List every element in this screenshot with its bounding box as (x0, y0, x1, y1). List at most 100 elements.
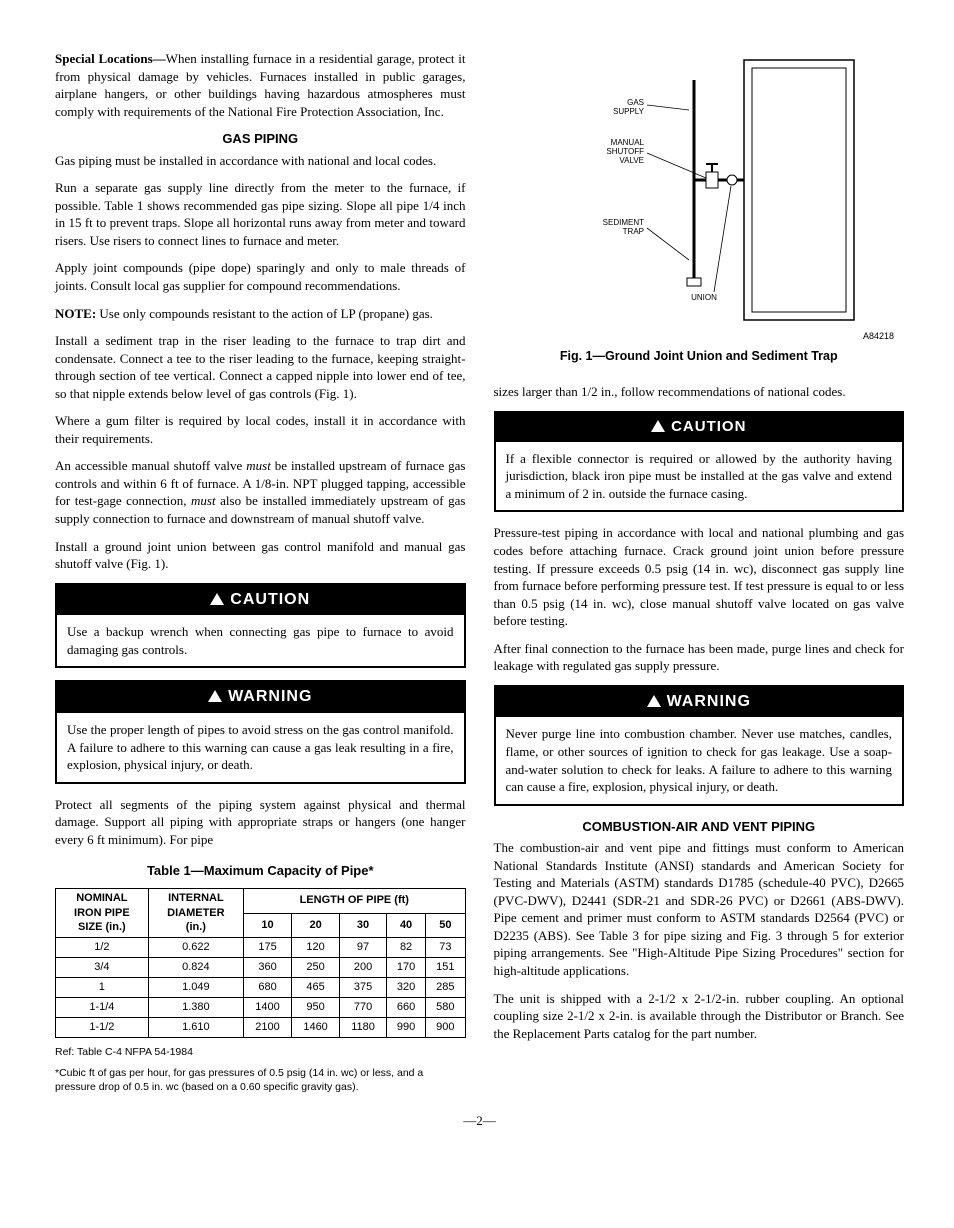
figure-1-caption: Fig. 1—Ground Joint Union and Sediment T… (494, 348, 905, 365)
th-length-span: LENGTH OF PIPE (ft) (244, 888, 465, 913)
warning-box-2: WARNING Never purge line into combustion… (494, 685, 905, 806)
table-cell: 285 (426, 978, 465, 998)
table-row: 11.049680465375320285 (56, 978, 466, 998)
th-len: 40 (386, 913, 425, 938)
table-cell: 1180 (340, 1017, 387, 1037)
table-cell: 375 (340, 978, 387, 998)
gas-p6: An accessible manual shutoff valve must … (55, 457, 466, 527)
table-cell: 1-1/4 (56, 997, 149, 1017)
table-cell: 250 (292, 958, 340, 978)
page-number: —2— (55, 1112, 904, 1130)
figure-1-svg: GASSUPPLY MANUALSHUTOFFVALVE SEDIMENTTRA… (534, 50, 864, 330)
table-row: 3/40.824360250200170151 (56, 958, 466, 978)
p6-must2: must (191, 493, 216, 508)
left-column: Special Locations—When installing furnac… (55, 50, 466, 1094)
fig-label-gas-supply: GASSUPPLY (613, 98, 645, 116)
warning-triangle-icon (208, 690, 222, 702)
special-locations-para: Special Locations—When installing furnac… (55, 50, 466, 120)
table-cell: 1400 (244, 997, 292, 1017)
table-cell: 120 (292, 938, 340, 958)
gas-p3: Apply joint compounds (pipe dope) sparin… (55, 259, 466, 294)
right-p5: The unit is shipped with a 2-1/2 x 2-1/2… (494, 990, 905, 1043)
table-cell: 1/2 (56, 938, 149, 958)
warning-triangle-icon (647, 695, 661, 707)
table-row: 1-1/41.3801400950770660580 (56, 997, 466, 1017)
warning-triangle-icon (210, 593, 224, 605)
figure-1-code: A84218 (494, 330, 905, 342)
table-cell: 1 (56, 978, 149, 998)
table-cell: 151 (426, 958, 465, 978)
table-1-footnote: *Cubic ft of gas per hour, for gas press… (55, 1067, 466, 1094)
table-row: 1-1/21.610210014601180990900 (56, 1017, 466, 1037)
table-cell: 3/4 (56, 958, 149, 978)
table-cell: 1460 (292, 1017, 340, 1037)
gas-note: NOTE: Use only compounds resistant to th… (55, 305, 466, 323)
caution-2-body: If a flexible connector is required or a… (496, 442, 903, 511)
caution-box-1: CAUTION Use a backup wrench when connect… (55, 583, 466, 669)
table-1-title: Table 1—Maximum Capacity of Pipe* (55, 862, 466, 880)
gas-p4: Install a sediment trap in the riser lea… (55, 332, 466, 402)
warning-1-body: Use the proper length of pipes to avoid … (57, 713, 464, 782)
table-cell: 950 (292, 997, 340, 1017)
special-heading: Special Locations— (55, 51, 166, 66)
caution-1-body: Use a backup wrench when connecting gas … (57, 615, 464, 666)
combustion-heading: COMBUSTION-AIR AND VENT PIPING (494, 818, 905, 836)
table-cell: 1.380 (148, 997, 243, 1017)
fig-label-union: UNION (691, 293, 717, 302)
table-row: NOMINAL IRON PIPE SIZE (in.) INTERNAL DI… (56, 888, 466, 913)
table-cell: 990 (386, 1017, 425, 1037)
table-cell: 175 (244, 938, 292, 958)
gas-p2: Run a separate gas supply line directly … (55, 179, 466, 249)
th-nominal: NOMINAL IRON PIPE SIZE (in.) (56, 888, 149, 938)
right-p3: After final connection to the furnace ha… (494, 640, 905, 675)
table-cell: 0.622 (148, 938, 243, 958)
right-p2: Pressure-test piping in accordance with … (494, 524, 905, 629)
p6-must1: must (246, 458, 271, 473)
th-internal: INTERNAL DIAMETER (in.) (148, 888, 243, 938)
table-cell: 1-1/2 (56, 1017, 149, 1037)
table-cell: 1.049 (148, 978, 243, 998)
gas-p5: Where a gum filter is required by local … (55, 412, 466, 447)
table-cell: 1.610 (148, 1017, 243, 1037)
th-len: 30 (340, 913, 387, 938)
th-len: 20 (292, 913, 340, 938)
right-p1: sizes larger than 1/2 in., follow recomm… (494, 383, 905, 401)
table-cell: 170 (386, 958, 425, 978)
th-len: 10 (244, 913, 292, 938)
caution-box-2: CAUTION If a flexible connector is requi… (494, 411, 905, 513)
table-cell: 320 (386, 978, 425, 998)
gas-p7: Install a ground joint union between gas… (55, 538, 466, 573)
table-cell: 97 (340, 938, 387, 958)
gas-piping-heading: GAS PIPING (55, 130, 466, 148)
note-text: Use only compounds resistant to the acti… (96, 306, 433, 321)
warning-triangle-icon (651, 420, 665, 432)
right-p4: The combustion-air and vent pipe and fit… (494, 839, 905, 979)
table-cell: 0.824 (148, 958, 243, 978)
note-label: NOTE: (55, 306, 96, 321)
gas-p8: Protect all segments of the piping syste… (55, 796, 466, 849)
gas-p1: Gas piping must be installed in accordan… (55, 152, 466, 170)
table-cell: 360 (244, 958, 292, 978)
warning-1-head: WARNING (57, 682, 464, 713)
th-len: 50 (426, 913, 465, 938)
table-cell: 200 (340, 958, 387, 978)
fig-label-manual: MANUALSHUTOFFVALVE (606, 138, 644, 165)
p6a: An accessible manual shutoff valve (55, 458, 246, 473)
figure-1: GASSUPPLY MANUALSHUTOFFVALVE SEDIMENTTRA… (494, 50, 905, 365)
caution-1-label: CAUTION (230, 591, 310, 608)
table-1: NOMINAL IRON PIPE SIZE (in.) INTERNAL DI… (55, 888, 466, 1038)
table-cell: 770 (340, 997, 387, 1017)
warning-2-head: WARNING (496, 687, 903, 718)
caution-2-head: CAUTION (496, 413, 903, 442)
table-cell: 2100 (244, 1017, 292, 1037)
table-row: 1/20.622175120978273 (56, 938, 466, 958)
fig-label-sediment: SEDIMENTTRAP (602, 218, 643, 236)
right-column: GASSUPPLY MANUALSHUTOFFVALVE SEDIMENTTRA… (494, 50, 905, 1094)
warning-1-label: WARNING (228, 688, 312, 705)
warning-box-1: WARNING Use the proper length of pipes t… (55, 680, 466, 783)
warning-2-body: Never purge line into combustion chamber… (496, 717, 903, 803)
table-cell: 73 (426, 938, 465, 958)
table-cell: 680 (244, 978, 292, 998)
table-1-ref: Ref: Table C-4 NFPA 54-1984 (55, 1046, 466, 1060)
table-cell: 465 (292, 978, 340, 998)
